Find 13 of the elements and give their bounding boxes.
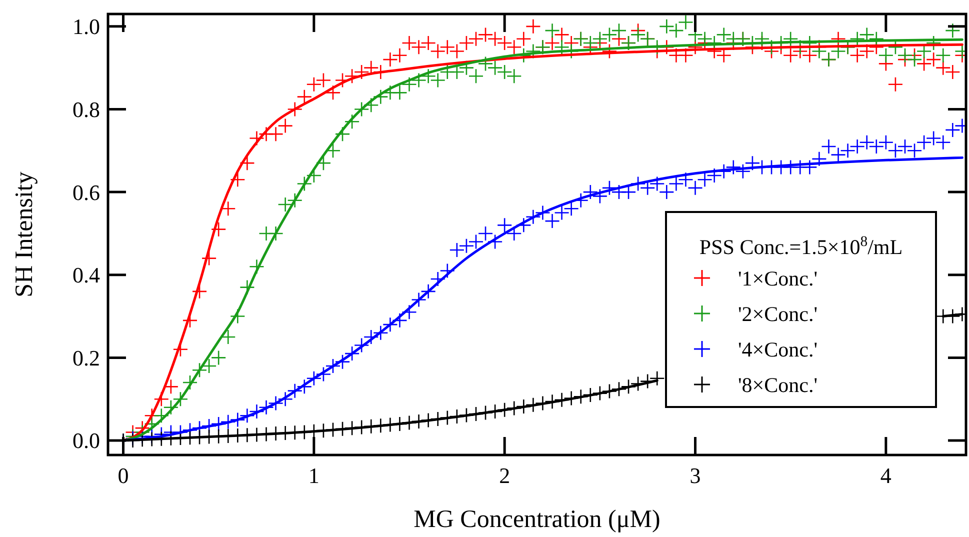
x-axis-title: MG Concentration (μM) [414, 506, 660, 533]
y-tick-label: 0.6 [72, 180, 100, 205]
y-tick-label: 0.2 [72, 345, 100, 370]
x-tick-label: 4 [880, 463, 892, 488]
y-axis-title: SH Intensity [11, 171, 38, 298]
y-tick-label: 0.8 [72, 96, 100, 122]
x-tick-label: 2 [499, 463, 510, 488]
x-tick-label: 0 [118, 463, 129, 488]
y-tick-label: 0.0 [72, 428, 100, 454]
y-tick-label: 0.4 [72, 262, 100, 288]
x-tick-label: 3 [690, 463, 701, 488]
x-tick-label: 1 [308, 463, 320, 488]
y-tick-label: 1.0 [72, 14, 100, 40]
